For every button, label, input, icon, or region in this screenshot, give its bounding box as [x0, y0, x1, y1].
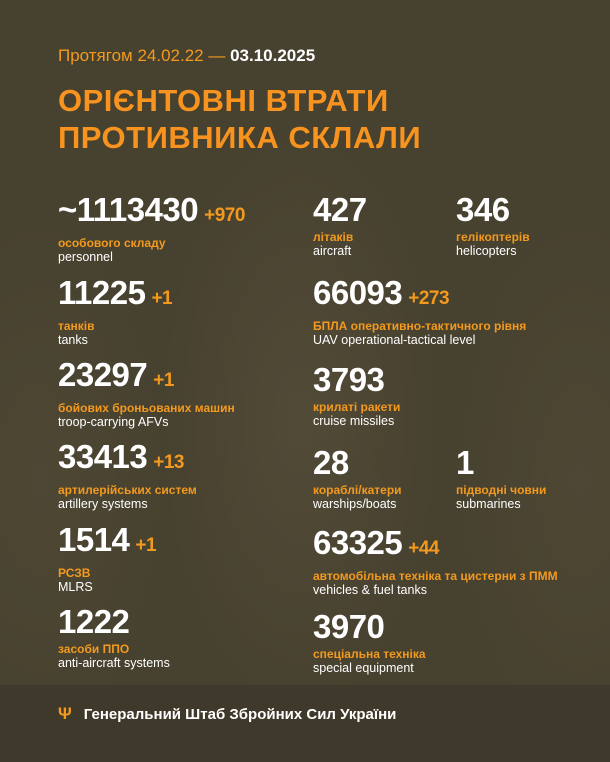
- stat-label-ua: РСЗВ: [58, 566, 91, 580]
- stat-label-ua: БПЛА оперативно-тактичного рівня: [313, 319, 527, 333]
- stat-number: 28: [313, 444, 349, 481]
- stat-helicopters: 346 гелікоптерів helicopters: [456, 192, 530, 259]
- stat-number: ~1113430: [58, 191, 199, 228]
- stat-label-ua: автомобільна техніка та цистерни з ПММ: [313, 569, 558, 583]
- stat-label-en: helicopters: [456, 244, 517, 258]
- stat-label-en: special equipment: [313, 661, 414, 675]
- stat-number: 33413: [58, 438, 148, 475]
- stat-submarines: 1 підводні човни submarines: [456, 445, 547, 512]
- stat-number: 1222: [58, 603, 130, 640]
- footer-band: [0, 685, 610, 762]
- stat-increase: +44: [408, 538, 439, 559]
- title-line-1: ОРІЄНТОВНІ ВТРАТИ: [58, 83, 389, 118]
- stat-increase: +1: [151, 288, 173, 309]
- footer: Ψ Генеральний Штаб Збройних Сил України: [58, 704, 396, 724]
- stat-mlrs: 1514 +1 РСЗВ MLRS: [58, 521, 157, 595]
- stat-special-equipment: 3970 спеціальна техніка special equipmen…: [313, 609, 426, 676]
- stat-label-en: cruise missiles: [313, 414, 395, 428]
- stat-tanks: 11225 +1 танків tanks: [58, 274, 173, 348]
- stat-number: 23297: [58, 356, 148, 393]
- stat-value: 427: [313, 192, 367, 228]
- trident-icon: Ψ: [58, 704, 72, 723]
- period-subtitle: Протягом 24.02.22 — 03.10.2025: [58, 46, 315, 66]
- stat-air-defense: 1222 засоби ППО anti-aircraft systems: [58, 604, 170, 671]
- stat-increase: +13: [153, 452, 184, 473]
- stat-label-ua: літаків: [313, 230, 354, 244]
- stat-label-en: personnel: [58, 250, 113, 264]
- stat-number: 11225: [58, 274, 146, 311]
- stat-label-ua: крилаті ракети: [313, 400, 401, 414]
- stat-value: ~1113430 +970: [58, 192, 245, 234]
- stat-label-ua: засоби ППО: [58, 642, 130, 656]
- stat-number: 1: [456, 444, 474, 481]
- stat-number: 66093: [313, 274, 403, 311]
- stat-label-ua: танків: [58, 319, 95, 333]
- stat-cruise-missiles: 3793 крилаті ракети cruise missiles: [313, 362, 401, 429]
- stat-value: 3793: [313, 362, 400, 398]
- stat-label-en: UAV operational-tactical level: [313, 333, 476, 347]
- footer-text: Генеральний Штаб Збройних Сил України: [83, 705, 397, 723]
- stat-value: 1222: [58, 604, 170, 640]
- stat-value: 346: [456, 192, 530, 228]
- stat-value: 11225 +1: [58, 274, 173, 317]
- period-date: 03.10.2025: [230, 46, 316, 65]
- stat-increase: +970: [204, 205, 245, 226]
- page-title: ОРІЄНТОВНІ ВТРАТИ ПРОТИВНИКА СКЛАЛИ: [58, 82, 421, 156]
- stat-value: 63325 +44: [313, 525, 558, 567]
- stat-number: 63325: [313, 524, 403, 561]
- title-line-2: ПРОТИВНИКА СКЛАЛИ: [58, 120, 422, 155]
- stat-number: 427: [313, 191, 367, 228]
- stat-label-ua: бойових броньованих машин: [58, 401, 235, 415]
- stat-personnel: ~1113430 +970 особового складу personnel: [58, 192, 245, 265]
- stat-value: 28: [313, 445, 402, 481]
- stat-number: 346: [456, 191, 510, 228]
- stat-label-en: vehicles & fuel tanks: [313, 583, 427, 597]
- stat-number: 3793: [313, 361, 385, 398]
- stat-label-en: aircraft: [313, 244, 352, 258]
- stat-label-en: submarines: [456, 497, 521, 511]
- stat-label-en: MLRS: [58, 580, 93, 594]
- stat-label-ua: підводні човни: [456, 483, 547, 497]
- stat-vehicles: 63325 +44 автомобільна техніка та цистерн…: [313, 525, 558, 598]
- stat-label-en: warships/boats: [313, 497, 397, 511]
- stat-label-ua: спеціальна техніка: [313, 647, 426, 661]
- stat-aircraft: 427 літаків aircraft: [313, 192, 367, 259]
- stat-value: 23297 +1: [58, 357, 235, 399]
- stat-artillery: 33413 +13 артилерійських систем artillery…: [58, 439, 197, 512]
- stat-afv: 23297 +1 бойових броньованих машин troop-…: [58, 357, 235, 430]
- stat-warships: 28 кораблі/катери warships/boats: [313, 445, 402, 512]
- stat-value: 1: [456, 445, 546, 481]
- stat-number: 1514: [58, 521, 130, 558]
- stat-label-en: troop-carrying AFVs: [58, 415, 169, 429]
- stat-value: 33413 +13: [58, 439, 197, 481]
- stat-number: 3970: [313, 608, 385, 645]
- stat-label-en: artillery systems: [58, 497, 148, 511]
- stat-value: 1514 +1: [58, 521, 157, 564]
- stat-label-ua: гелікоптерів: [456, 230, 530, 244]
- stat-uav: 66093 +273 БПЛА оперативно-тактичного рів…: [313, 275, 527, 348]
- stat-increase: +1: [153, 370, 174, 391]
- stat-value: 3970: [313, 609, 426, 645]
- stat-increase: +273: [408, 288, 450, 309]
- stat-increase: +1: [135, 535, 157, 556]
- stat-value: 66093 +273: [313, 275, 526, 317]
- stat-label-ua: особового складу: [58, 236, 166, 250]
- stat-label-ua: артилерійських систем: [58, 483, 197, 497]
- stat-label-ua: кораблі/катери: [313, 483, 402, 497]
- period-prefix: Протягом 24.02.22 —: [58, 46, 226, 65]
- stat-label-en: anti-aircraft systems: [58, 656, 170, 670]
- stat-label-en: tanks: [58, 333, 88, 347]
